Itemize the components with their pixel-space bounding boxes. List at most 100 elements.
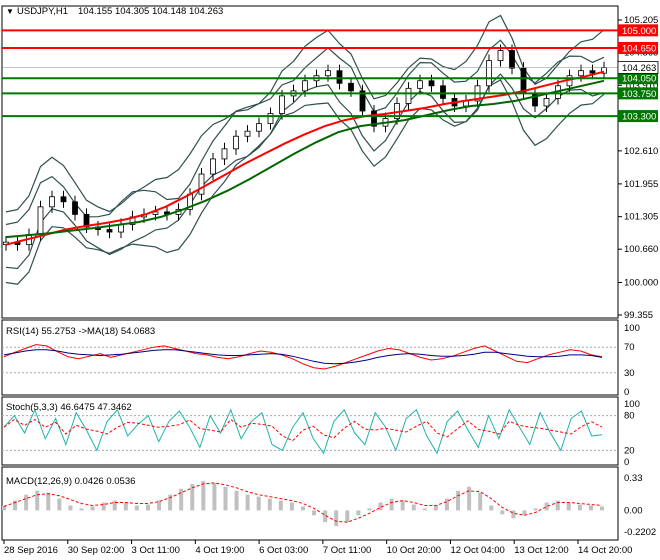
macd-panel[interactable]: 0.33 0.00 -0.2202 MACD(12,26,9) 0.0426 0.05… [2, 473, 656, 538]
macd-histogram-bar [600, 506, 604, 511]
level-label-box [618, 24, 658, 37]
price-tick-label: 102.610 [624, 146, 658, 157]
candle-body [486, 60, 492, 87]
candle-body [72, 201, 78, 215]
macd-histogram-bar [489, 505, 494, 511]
panel-frame-0 [1, 5, 619, 319]
macd-histogram-bar [123, 502, 128, 511]
envelope-upper-outer [5, 14, 605, 213]
macd-histogram-bar [234, 490, 239, 511]
level-label-box [618, 110, 658, 123]
macd-histogram-bar [444, 498, 449, 511]
macd-histogram-bar [389, 498, 394, 511]
price-panel[interactable]: 105.205104.565103.910103.260102.610101.9… [2, 14, 659, 321]
candle-body [302, 80, 308, 92]
candle-body [210, 158, 216, 175]
macd-histogram-bar [201, 480, 206, 511]
stoch-tick-label: 20 [624, 445, 635, 456]
candle-body [336, 70, 343, 84]
macd-histogram-bar [112, 500, 117, 511]
price-tick-label: 100.000 [624, 277, 658, 288]
stoch-tick-label: 0 [624, 457, 629, 468]
macd-histogram-bar [433, 505, 438, 511]
macd-histogram-bar [566, 502, 571, 511]
rsi-tick-label: 70 [624, 342, 635, 353]
candle-body [233, 135, 239, 150]
macd-histogram-bar [378, 502, 383, 511]
macd-histogram-bar [555, 500, 560, 511]
macd-histogram-bar [24, 494, 29, 511]
macd-histogram-bar [267, 498, 272, 511]
rsi-panel[interactable]: 100 70 30 0 RSI(14) 55.2753 ->MA(18) 54.0683 [2, 323, 640, 398]
time-tick-label: 14 Oct 20:00 [578, 545, 632, 556]
macd-histogram-bar [422, 508, 427, 511]
macd-histogram-bar [35, 490, 40, 511]
header-arrow[interactable]: ▼ [6, 7, 14, 16]
stoch-signal-line [3, 418, 603, 442]
macd-histogram-bar [533, 508, 538, 511]
macd-histogram-bar [511, 510, 516, 519]
header-symbol: USDJPY,H1 [17, 6, 68, 17]
macd-histogram-bar [522, 510, 527, 516]
time-tick-label: 6 Oct 03:00 [259, 545, 308, 556]
macd-tick-label: 0.33 [624, 473, 643, 484]
candle-body [589, 70, 596, 74]
price-tick-label: 101.955 [624, 179, 658, 190]
current-price-box [617, 61, 659, 74]
macd-histogram-bar [278, 500, 283, 511]
candle-body [49, 196, 55, 208]
macd-histogram-bar [400, 500, 405, 511]
macd-tick-label: 0.00 [624, 505, 643, 516]
candle-body [106, 229, 113, 233]
candle-body [405, 87, 412, 104]
candle-body [578, 70, 584, 77]
price-tick-label: 101.305 [624, 212, 658, 223]
price-tick-label: 100.660 [624, 244, 658, 255]
macd-histogram-bar [588, 505, 593, 511]
macd-histogram-bar [323, 510, 328, 523]
rsi-tick-label: 100 [624, 323, 640, 334]
time-tick-label: 4 Oct 19:00 [195, 545, 244, 556]
time-tick-label: 7 Oct 11:00 [323, 545, 371, 556]
macd-histogram-bar [577, 504, 582, 511]
stoch-tick-label: 80 [624, 411, 635, 422]
candle-body [37, 206, 44, 235]
macd-histogram-bar [57, 498, 62, 511]
macd-histogram-bar [134, 505, 139, 511]
moving-average-0 [5, 70, 605, 246]
header-ohlc: 104.155 104.305 104.148 104.263 [78, 6, 223, 17]
macd-histogram-bar [289, 502, 294, 511]
panel-frame-1 [1, 319, 619, 396]
macd-histogram-bar [179, 488, 184, 511]
macd-tick-label: -0.2202 [624, 527, 656, 538]
candle-body [256, 123, 262, 132]
time-tick-label: 13 Oct 12:00 [514, 545, 568, 556]
macd-histogram-bar [467, 486, 472, 511]
macd-histogram-bar [46, 492, 51, 511]
level-label-box [618, 41, 658, 54]
macd-histogram-bar [256, 496, 261, 511]
rsi-tick-label: 30 [624, 368, 635, 379]
rsi-label: RSI(14) 55.2753 ->MA(18) 54.0683 [6, 326, 155, 337]
level-label-text: 103.300 [622, 112, 656, 123]
macd-histogram-bar [145, 504, 150, 511]
candle-body [60, 196, 67, 203]
candle-body [440, 85, 446, 99]
macd-histogram-bar [345, 510, 350, 523]
time-tick-label: 12 Oct 04:00 [450, 545, 504, 556]
candle-body [543, 98, 550, 107]
macd-histogram-bar [190, 483, 195, 511]
candle-body [359, 90, 366, 112]
macd-histogram-bar [367, 508, 372, 511]
macd-histogram-bar [544, 502, 549, 511]
level-label-box [618, 87, 658, 100]
level-label-text: 104.650 [622, 43, 656, 54]
macd-histogram-bar [356, 510, 361, 516]
candle-body [371, 110, 377, 127]
candle-body [279, 95, 285, 114]
time-tick-label: 30 Sep 02:00 [68, 545, 125, 556]
candle-body [497, 50, 504, 61]
macd-histogram-bar [334, 510, 339, 527]
